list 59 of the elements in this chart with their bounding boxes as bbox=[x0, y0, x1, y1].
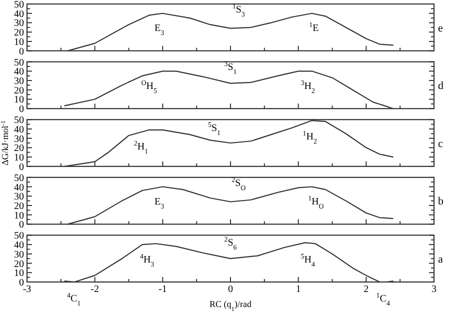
text: e bbox=[438, 22, 443, 34]
y-tick-label: 50 bbox=[14, 172, 24, 184]
y-tick-label: 50 bbox=[14, 115, 24, 126]
x-tick-label: 3 bbox=[432, 284, 436, 295]
annotation: $^{1}$S$_{3}$ bbox=[232, 2, 246, 18]
y-tick-label: 40 bbox=[14, 124, 24, 136]
annotation: $^{3}$H$_{2}$ bbox=[300, 78, 316, 95]
text: d bbox=[438, 80, 444, 92]
x-tick-label: 2 bbox=[364, 284, 369, 295]
y-tick-label: 20 bbox=[14, 200, 24, 212]
y-tick-label: 50 bbox=[14, 57, 24, 68]
annotation: $^{2}$S$_{O}$ bbox=[232, 176, 246, 192]
y-tick-label: 20 bbox=[14, 258, 24, 270]
y-tick-label: 30 bbox=[14, 76, 24, 88]
y-tick-label: 20 bbox=[14, 143, 24, 154]
text: c bbox=[438, 138, 443, 150]
y-tick-label: 50 bbox=[14, 0, 24, 10]
x-axis-title: RC (q$_{1}$)/rad bbox=[210, 299, 252, 312]
x-tick-label: -3 bbox=[22, 284, 32, 295]
y-tick-label: 30 bbox=[14, 134, 24, 145]
annotation: E$_{3}$ bbox=[154, 23, 165, 38]
x-tick-label: 0 bbox=[228, 284, 233, 295]
annotation: $^{1}$H$_{O}$ bbox=[308, 194, 324, 211]
y-tick-label: 30 bbox=[14, 192, 24, 203]
y-tick-label: 10 bbox=[14, 152, 24, 164]
annotation: $^{O}$H$_{5}$ bbox=[141, 78, 158, 95]
y-tick-label: 10 bbox=[14, 268, 24, 280]
y-tick-label: 10 bbox=[14, 94, 24, 106]
annotation: $^{1}$H$_{2}$ bbox=[302, 129, 318, 146]
y-tick-label: 20 bbox=[14, 85, 24, 96]
annotation: $^{5}$H$_{4}$ bbox=[300, 252, 316, 268]
text: a bbox=[438, 253, 443, 266]
text: b bbox=[438, 196, 444, 208]
y-tick-label: 10 bbox=[14, 36, 24, 48]
y-tick-label: 50 bbox=[14, 230, 24, 242]
y-tick-label: 40 bbox=[14, 240, 24, 252]
annotation: $^{2}$S$_{6}$ bbox=[224, 235, 238, 252]
y-tick-label: 30 bbox=[14, 18, 24, 30]
y-tick-label: 0 bbox=[19, 220, 24, 231]
y-tick-label: 40 bbox=[14, 8, 24, 20]
y-tick-label: 20 bbox=[14, 28, 24, 39]
y-tick-label: 40 bbox=[14, 66, 24, 78]
y-tick-label: 0 bbox=[19, 162, 24, 173]
annotation: $^{3}$S$_{1}$ bbox=[224, 60, 238, 76]
annotation: $^{5}$S$_{1}$ bbox=[208, 120, 221, 137]
y-tick-label: 10 bbox=[14, 210, 24, 222]
annotation: $^{1}$E bbox=[309, 21, 319, 34]
annotation: $^{2}$H$_{1}$ bbox=[134, 140, 149, 156]
annotation: $^{4}$H$_{3}$ bbox=[140, 252, 155, 268]
y-tick-label: 30 bbox=[14, 249, 24, 260]
y-tick-label: 0 bbox=[19, 46, 24, 58]
text: $^{4}$C$_{1}$ bbox=[66, 292, 82, 308]
y-tick-label: 0 bbox=[19, 104, 24, 116]
x-tick-label: 1 bbox=[296, 284, 301, 295]
x-tick-label: -1 bbox=[158, 284, 167, 295]
y-tick-label: 40 bbox=[14, 182, 24, 194]
annotation: E$_{3}$ bbox=[154, 196, 165, 211]
text: $^{1}$C$_{4}$ bbox=[376, 292, 390, 308]
x-tick-label: -2 bbox=[90, 284, 100, 295]
